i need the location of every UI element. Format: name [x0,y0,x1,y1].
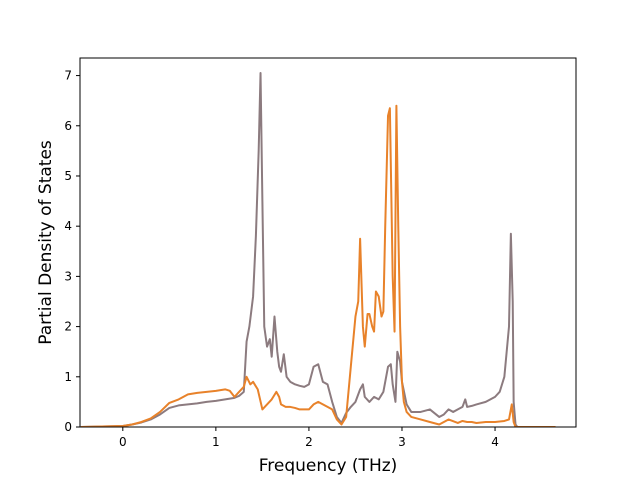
y-tick-label: 6 [64,119,72,133]
x-tick-label: 2 [305,435,313,449]
x-tick-label: 4 [491,435,499,449]
x-tick-label: 1 [212,435,220,449]
y-axis-label: Partial Density of States [36,140,56,345]
x-tick-label: 3 [398,435,406,449]
x-axis-label: Frequency (THz) [259,456,398,476]
y-tick-label: 4 [64,219,72,233]
x-tick-label: 0 [119,435,127,449]
plot-frame [79,57,577,428]
y-tick-label: 7 [64,69,72,83]
series-line-1 [80,72,556,427]
y-tick-label: 3 [64,269,72,283]
y-tick-label: 5 [64,169,72,183]
y-tick-label: 2 [64,320,72,334]
series-line-2 [80,104,556,427]
series-lines [80,72,556,427]
y-tick-label: 0 [64,420,72,434]
y-tick-label: 1 [64,370,72,384]
x-axis-ticks: 0 1 2 3 4 [119,427,499,449]
y-axis-ticks: 0 1 2 3 4 5 6 7 [64,69,80,434]
